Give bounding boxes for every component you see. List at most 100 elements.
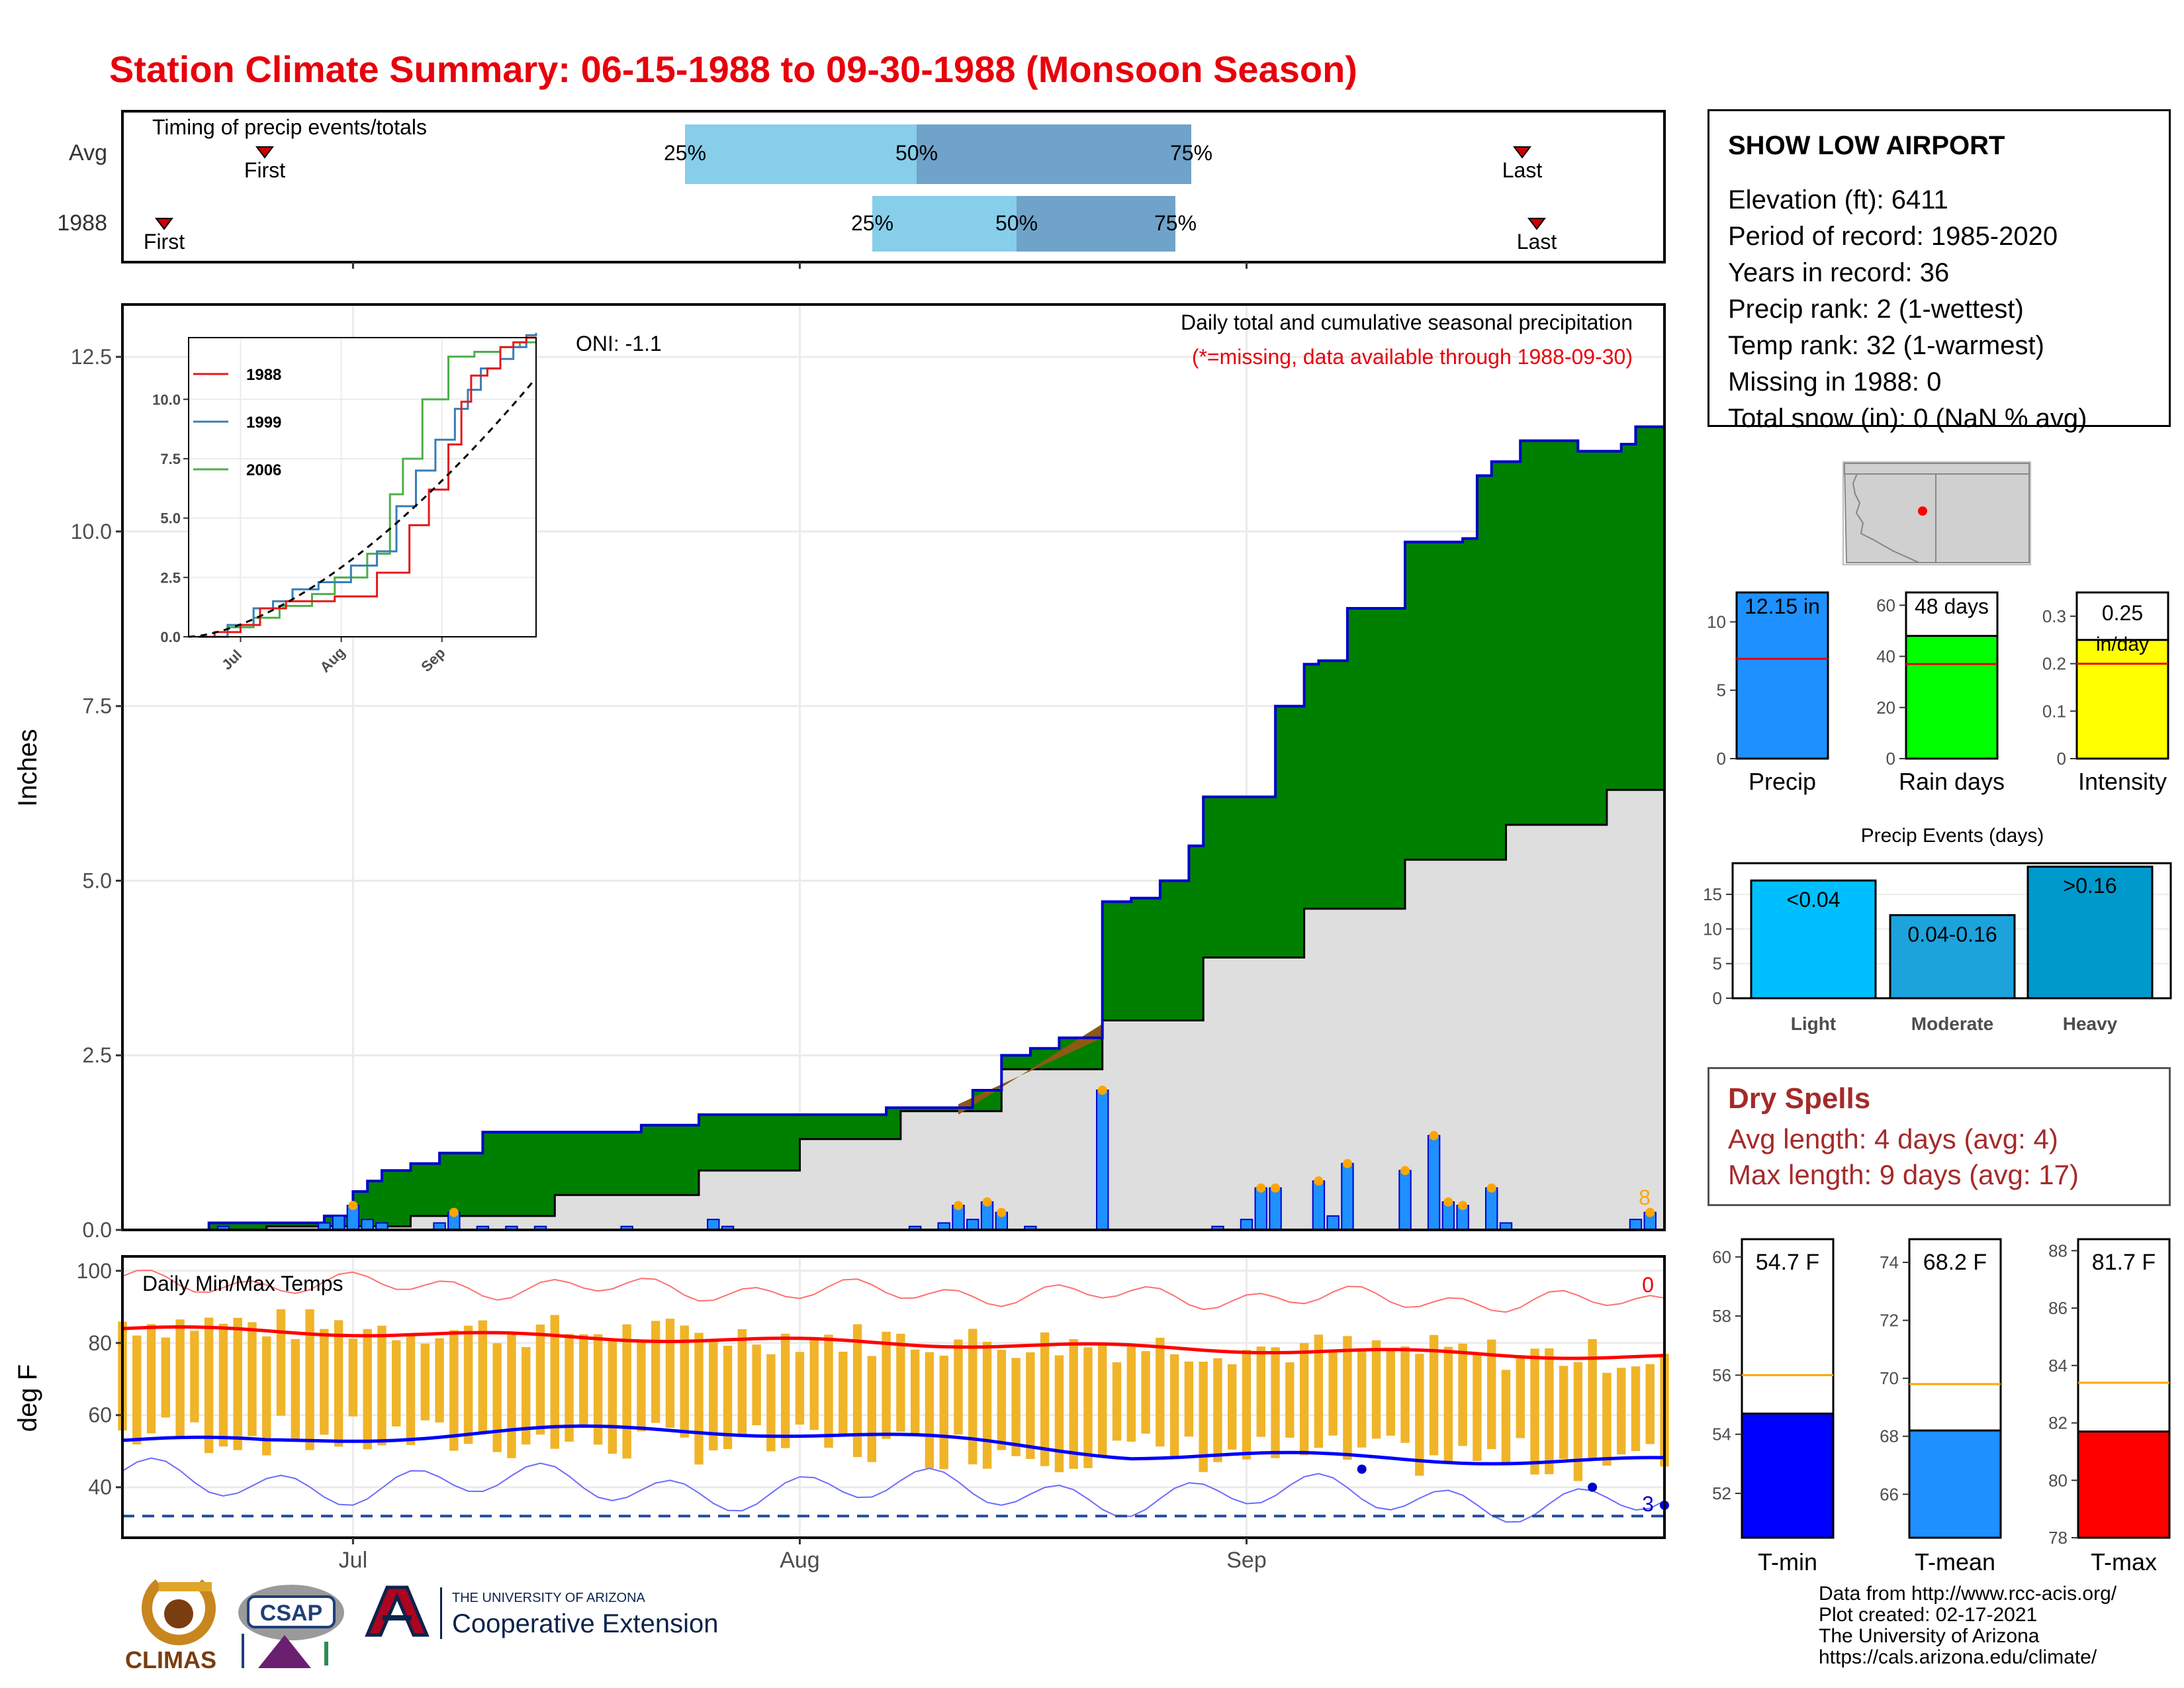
temp-daily-range-bar <box>1573 1362 1583 1481</box>
summary-bar-ytick-label: 0.1 <box>2042 701 2066 721</box>
precip-record-marker <box>982 1197 992 1207</box>
summary-bar-ytick-label: 20 <box>1876 698 1895 718</box>
temp-panel: 40 60 80 100 Daily Min/Max Temps 0 3 deg F <box>13 1255 1669 1539</box>
temp-daily-range-bar <box>1285 1362 1295 1438</box>
temp-daily-range-bar <box>1343 1336 1352 1460</box>
events-category-label: Moderate <box>1911 1013 1993 1034</box>
summary-bar-ytick-label: 40 <box>1876 647 1895 667</box>
temp-daily-range-bar <box>320 1329 329 1435</box>
credits: Data from http://www.rcc-acis.org/ Plot … <box>1819 1583 2116 1668</box>
temp-daily-range-bar <box>622 1324 631 1459</box>
temp-daily-range-bar <box>1256 1346 1265 1437</box>
temp-daily-range-bar <box>1501 1370 1511 1465</box>
timing-avg-first-label: First <box>244 158 285 182</box>
precip-daily-bar <box>1629 1219 1643 1231</box>
temp-record-high-line <box>122 1269 1665 1313</box>
events-category-label: Light <box>1791 1013 1836 1034</box>
temp-panel-label: Daily Min/Max Temps <box>142 1272 343 1295</box>
precip-daily-bar <box>1326 1215 1340 1231</box>
temp-summary-value-label: 68.2 F <box>1923 1250 1987 1275</box>
temp-summary-ytick-label: 84 <box>2048 1356 2068 1376</box>
inset-line-1988 <box>198 336 536 638</box>
dry-spells-title: Dry Spells <box>1728 1082 1871 1115</box>
temp-ytick-label: 60 <box>88 1403 112 1427</box>
credit-line-university: The University of Arizona <box>1819 1625 2040 1647</box>
dry-spells-max: Max length: 9 days (avg: 17) <box>1728 1159 2079 1190</box>
inset-frame <box>188 337 537 637</box>
inset-ytick-label: 7.5 <box>160 451 181 467</box>
summary-bar-value-label: 48 days <box>1915 594 1989 618</box>
inset-background <box>189 338 536 637</box>
logos: CLIMAS CSAP THE UNIVERSITY OF ARIZONA Co… <box>125 1579 718 1673</box>
temp-daily-range-bar <box>1098 1344 1107 1456</box>
temp-summary-ytick-label: 68 <box>1880 1427 1899 1446</box>
oni-label: ONI: -1.1 <box>576 332 662 355</box>
precip-record-marker <box>1486 1183 1496 1193</box>
temp-daily-range-bar <box>146 1324 156 1434</box>
summary-bar-value-unit: in/day <box>2096 633 2149 655</box>
temp-daily-range-bar <box>925 1352 934 1469</box>
temp-daily-range-bar <box>665 1319 675 1428</box>
credit-line-source: Data from http://www.rcc-acis.org/ <box>1819 1583 2117 1605</box>
temp-record-low-line <box>122 1457 1665 1523</box>
precip-record-marker <box>997 1207 1007 1217</box>
temp-summary-ytick-label: 58 <box>1712 1306 1731 1326</box>
summary-bar-value-label: 0.25 <box>2102 601 2143 625</box>
temp-daily-range-bar <box>161 1337 171 1418</box>
temp-daily-range-bar <box>478 1320 488 1434</box>
climas-logo-band <box>159 1582 212 1591</box>
temp-daily-range-bar <box>1054 1355 1064 1473</box>
precip-record-marker <box>1271 1183 1281 1193</box>
timing-avg-75: 75% <box>1170 141 1212 165</box>
station-precip-rank: Precip rank: 2 (1-wettest) <box>1728 295 2024 324</box>
timing-avg-50: 50% <box>895 141 938 165</box>
temp-daily-range-bar <box>1314 1335 1324 1448</box>
summary-bar-ytick-label: 0.3 <box>2042 606 2066 626</box>
timing-1988-50: 50% <box>995 211 1038 235</box>
timing-avg-25: 25% <box>664 141 706 165</box>
month-tick-label: Jul <box>339 1548 367 1573</box>
events-bar-heavy <box>2026 865 2154 1000</box>
temp-daily-range-bar <box>896 1333 905 1432</box>
precip-daily-bar <box>1254 1187 1267 1231</box>
temp-ytick-label: 80 <box>88 1331 112 1355</box>
temp-summary-ytick-label: 74 <box>1880 1252 1899 1272</box>
precip-record-marker <box>1256 1183 1266 1193</box>
events-ytick-label: 15 <box>1703 884 1722 904</box>
temp-summary-ytick-label: 70 <box>1880 1368 1899 1388</box>
temp-daily-range-bar <box>276 1309 286 1416</box>
temp-panel-frame <box>121 1255 1666 1539</box>
timing-1988-25: 25% <box>851 211 893 235</box>
inset-line-average <box>188 381 534 638</box>
temp-daily-range-bar <box>809 1338 819 1430</box>
timing-1988-first-marker <box>155 218 173 230</box>
temp-daily-range-bar <box>1559 1366 1569 1459</box>
events-bar-label: <0.04 <box>1787 888 1841 912</box>
credit-line-url: https://cals.arizona.edu/climate/ <box>1819 1646 2097 1668</box>
summary-bar-rain-days <box>1905 635 1999 760</box>
temp-daily-range-bar <box>1242 1350 1251 1460</box>
timing-1988-75: 75% <box>1154 211 1197 235</box>
temp-daily-range-bar <box>291 1338 300 1439</box>
precip-daily-bar <box>361 1219 374 1231</box>
temp-daily-range-bar <box>982 1341 992 1469</box>
timing-avg-q1-bar <box>685 124 917 184</box>
precip-ytick-label: 12.5 <box>71 345 112 369</box>
csap-logo-text: CSAP <box>260 1601 322 1626</box>
temp-corner-count-bottom: 3 <box>1642 1492 1654 1516</box>
inset-ytick-label: 0.0 <box>160 629 181 645</box>
events-ytick-label: 10 <box>1703 919 1722 939</box>
temp-daily-range-bar <box>218 1323 228 1447</box>
temp-daily-range-bar <box>1184 1361 1194 1437</box>
temp-daily-range-bar <box>392 1340 401 1427</box>
temp-ytick-label: 100 <box>77 1259 112 1283</box>
events-bar-label: >0.16 <box>2064 874 2117 898</box>
events-ytick-label: 5 <box>1713 954 1722 974</box>
ua-divider <box>440 1587 442 1639</box>
temp-daily-range-bar <box>1486 1339 1496 1450</box>
summary-bar-ytick-label: 0 <box>1886 749 1895 769</box>
summary-bar-ytick-label: 0 <box>1717 749 1726 769</box>
temp-daily-range-bar <box>377 1325 387 1446</box>
dry-spells-box: Dry Spells Avg length: 4 days (avg: 4) M… <box>1707 1067 2171 1206</box>
